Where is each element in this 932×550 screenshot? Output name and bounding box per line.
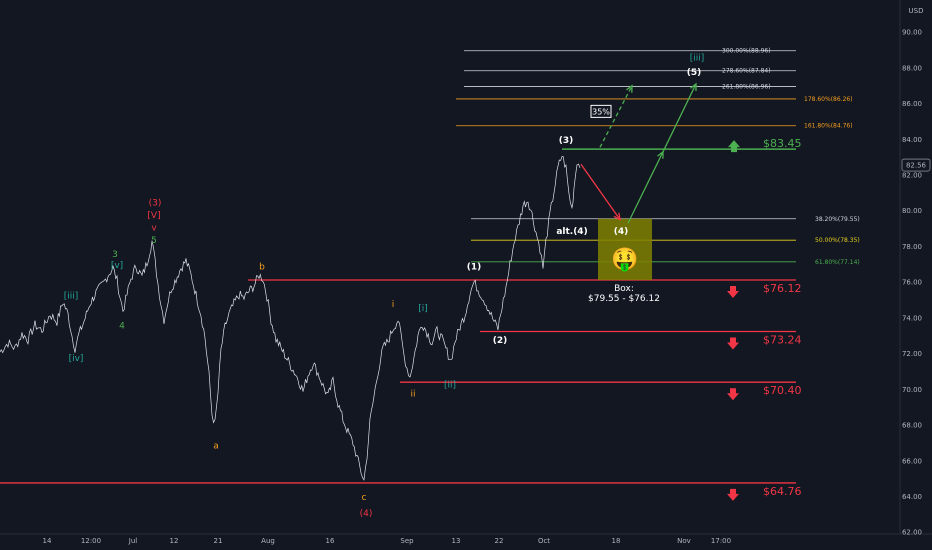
wave-label: 5 xyxy=(151,236,157,246)
x-tick-label: 21 xyxy=(214,537,223,545)
target-box xyxy=(598,218,652,281)
wave-label: i xyxy=(392,300,395,310)
x-tick-label: 12:00 xyxy=(81,537,101,545)
down-projection-arrow-head xyxy=(613,212,621,221)
wave-label: (1) xyxy=(467,263,482,273)
up-projection-arrow xyxy=(662,83,697,153)
alt-projection-arrow xyxy=(599,85,633,148)
wave-label: [iii] xyxy=(64,291,79,301)
y-tick-label: 86.00 xyxy=(902,100,922,108)
support-level-label: $73.24 xyxy=(763,333,802,346)
up-projection-arrow xyxy=(627,151,664,224)
box-title: Box: xyxy=(614,284,634,294)
last-price-label: 82.56 xyxy=(906,162,927,170)
y-tick-label: 80.00 xyxy=(902,207,922,215)
x-tick-label: Jul xyxy=(128,537,138,545)
fib-level-label: 38.20%(79.55) xyxy=(815,216,860,223)
wave-label: (2) xyxy=(493,336,508,346)
price-series-line xyxy=(0,156,581,481)
y-tick-label: 90.00 xyxy=(902,29,922,37)
x-tick-label: 22 xyxy=(495,537,504,545)
down-arrow-icon xyxy=(727,388,739,401)
last-price-tag xyxy=(901,158,931,172)
money-face-icon: 🤑 xyxy=(611,246,638,272)
down-projection-arrow xyxy=(580,163,621,221)
x-tick-label: 12 xyxy=(170,537,179,545)
y-tick-label: 84.00 xyxy=(902,136,922,144)
y-tick-label: 72.00 xyxy=(902,350,922,358)
wave-label: [iv] xyxy=(69,354,84,364)
x-tick-label: 17:00 xyxy=(711,537,731,545)
y-tick-label: 64.00 xyxy=(902,493,922,501)
down-arrow-icon xyxy=(727,337,739,350)
fib-level-label: 261.80%(86.96) xyxy=(722,83,771,90)
x-tick-label: Aug xyxy=(261,537,275,545)
percent-badge xyxy=(590,104,612,118)
wave-label: 3 xyxy=(112,250,118,260)
wave-label: (3) xyxy=(559,136,574,146)
wave-label: [V] xyxy=(147,211,160,221)
x-tick-label: 18 xyxy=(612,537,621,545)
y-tick-label: 62.00 xyxy=(902,529,922,537)
percent-label: 35% xyxy=(592,107,610,116)
box-range: $79.55 - $76.12 xyxy=(588,294,660,304)
wave-label: (4) xyxy=(360,509,373,519)
y-tick-label: 82.00 xyxy=(902,172,922,180)
x-tick-label: 14 xyxy=(43,537,52,545)
support-level-label: $70.40 xyxy=(763,384,802,397)
y-tick-label: 76.00 xyxy=(902,279,922,287)
y-tick-label: 66.00 xyxy=(902,457,922,465)
support-level-label: $64.76 xyxy=(763,485,802,498)
wave-label: (5) xyxy=(687,68,702,78)
y-tick-label: 74.00 xyxy=(902,314,922,322)
y-tick-label: 68.00 xyxy=(902,422,922,430)
resistance-level-label: $83.45 xyxy=(763,137,802,150)
wave-label: v xyxy=(151,223,157,233)
currency-label: USD xyxy=(909,7,924,15)
wave-label: (3) xyxy=(149,198,162,208)
x-tick-label: Nov xyxy=(677,537,691,545)
wave-label: a xyxy=(213,441,219,451)
wave-label: [i] xyxy=(418,304,428,314)
wave-label: c xyxy=(362,493,367,503)
wave-label: [iii] xyxy=(690,54,705,64)
down-arrow-icon xyxy=(727,286,739,299)
wave-label: b xyxy=(259,263,265,273)
alt-projection-arrow-head xyxy=(626,84,633,93)
support-level-label: $76.12 xyxy=(763,282,802,295)
fib-level-label: 278.60%(87.84) xyxy=(722,68,771,75)
x-tick-label: Sep xyxy=(400,537,414,545)
y-tick-label: 70.00 xyxy=(902,386,922,394)
wave-label: [ii] xyxy=(444,381,456,391)
y-tick-label: 88.00 xyxy=(902,64,922,72)
down-arrow-icon xyxy=(727,488,739,501)
x-tick-label: Oct xyxy=(538,537,550,545)
wave-label: ii xyxy=(410,389,415,399)
fib-level-label: 161.80%(84.76) xyxy=(804,123,853,130)
up-arrow-icon xyxy=(728,140,740,153)
x-tick-label: 16 xyxy=(326,537,335,545)
up-projection-arrow-head xyxy=(690,82,697,91)
wave-label: (4) xyxy=(614,227,629,237)
y-tick-label: 78.00 xyxy=(902,243,922,251)
fib-level-label: 178.60%(86.26) xyxy=(804,96,853,103)
wave-label: alt.(4) xyxy=(556,227,587,237)
wave-label: 4 xyxy=(119,322,125,332)
fib-level-label: 61.80%(77.14) xyxy=(815,259,860,266)
fib-level-label: 50.00%(78.35) xyxy=(815,237,860,244)
x-tick-label: 13 xyxy=(452,537,461,545)
fib-level-label: 300.00%(88.96) xyxy=(722,48,771,55)
wave-label: [v] xyxy=(111,261,123,271)
